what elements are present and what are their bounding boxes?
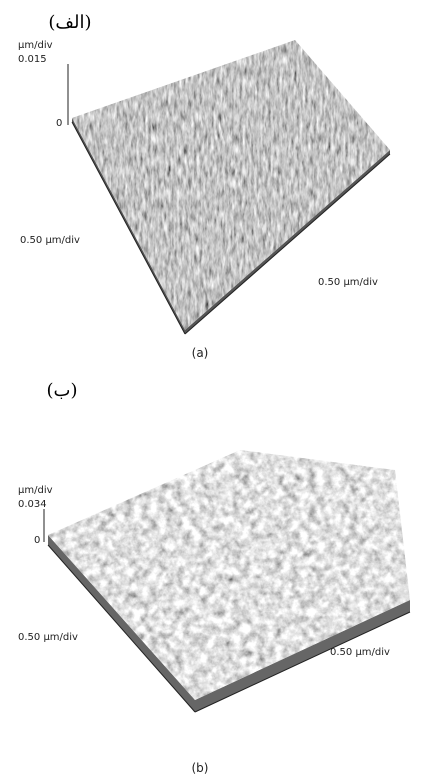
surface bbox=[40, 440, 420, 710]
panel-b: (ب) µm/div 0.034 0 0.50 µm/div 0.50 µm/d… bbox=[18, 380, 420, 775]
z-unit: µm/div bbox=[18, 485, 53, 496]
caption: (b) bbox=[192, 761, 209, 775]
x-axis-label: 0.50 µm/div bbox=[318, 277, 378, 288]
panel-title: (الف) bbox=[48, 12, 91, 33]
z-max: 0.034 bbox=[18, 499, 47, 510]
x-axis-label: 0.50 µm/div bbox=[330, 647, 390, 658]
figure-canvas: (الف) µm/div 0.015 0 0.50 µm/div 0.50 µm… bbox=[0, 0, 427, 780]
caption: (a) bbox=[192, 346, 209, 360]
panel-a: (الف) µm/div 0.015 0 0.50 µm/div 0.50 µm… bbox=[18, 12, 400, 360]
y-axis-label: 0.50 µm/div bbox=[18, 632, 78, 643]
z-max: 0.015 bbox=[18, 54, 47, 65]
z-unit: µm/div bbox=[18, 40, 53, 51]
figure: (الف) µm/div 0.015 0 0.50 µm/div 0.50 µm… bbox=[0, 0, 427, 780]
z-min: 0 bbox=[56, 118, 62, 129]
y-axis-label: 0.50 µm/div bbox=[20, 235, 80, 246]
panel-title: (ب) bbox=[47, 380, 78, 401]
z-min: 0 bbox=[34, 535, 40, 546]
